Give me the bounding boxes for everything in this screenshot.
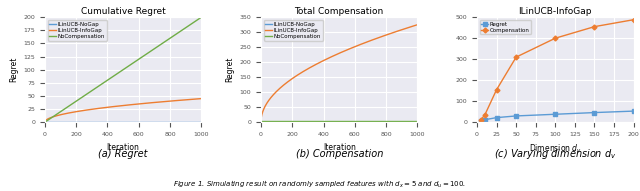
ILinUCB-NoGap bbox=[170, 121, 177, 123]
Regret bbox=[481, 119, 489, 121]
ILinUCB-InfoGap bbox=[413, 23, 421, 26]
ILinUCB-InfoGap bbox=[116, 105, 124, 107]
NoCompensation bbox=[332, 120, 340, 122]
ILinUCB-NoGap bbox=[350, 121, 358, 123]
X-axis label: Iteration: Iteration bbox=[323, 142, 356, 151]
Text: (b) Compensation: (b) Compensation bbox=[296, 149, 383, 159]
ILinUCB-InfoGap bbox=[257, 121, 265, 123]
Title: ILinUCB-InfoGap: ILinUCB-InfoGap bbox=[518, 7, 592, 16]
ILinUCB-InfoGap bbox=[194, 98, 202, 100]
X-axis label: Iteration: Iteration bbox=[107, 142, 140, 151]
Regret bbox=[493, 117, 500, 119]
ILinUCB-NoGap bbox=[116, 121, 124, 123]
ILinUCB-InfoGap bbox=[332, 54, 339, 56]
NoCompensation bbox=[115, 71, 123, 74]
Line: Compensation: Compensation bbox=[479, 18, 636, 121]
Line: Regret: Regret bbox=[479, 109, 636, 122]
X-axis label: Dimension $d_v$: Dimension $d_v$ bbox=[529, 142, 582, 155]
Legend: ILinUCB-NoGap, ILinUCB-InfoGap, NoCompensation: ILinUCB-NoGap, ILinUCB-InfoGap, NoCompen… bbox=[47, 20, 107, 40]
Line: NoCompensation: NoCompensation bbox=[45, 17, 202, 122]
ILinUCB-InfoGap bbox=[41, 121, 49, 123]
ILinUCB-InfoGap bbox=[125, 104, 133, 106]
Compensation bbox=[493, 88, 500, 91]
Compensation bbox=[552, 37, 559, 39]
ILinUCB-InfoGap bbox=[342, 49, 349, 52]
Line: ILinUCB-InfoGap: ILinUCB-InfoGap bbox=[45, 99, 202, 122]
ILinUCB-InfoGap bbox=[170, 100, 177, 102]
Title: Total Compensation: Total Compensation bbox=[294, 7, 384, 16]
NoCompensation bbox=[410, 120, 417, 122]
Compensation bbox=[630, 19, 637, 21]
ILinUCB-InfoGap bbox=[134, 103, 142, 105]
Title: Cumulative Regret: Cumulative Regret bbox=[81, 7, 166, 16]
NoCompensation bbox=[170, 35, 177, 37]
Text: Figure 1. Simulating result on randomly sampled features with $d_x = 5$ and $d_u: Figure 1. Simulating result on randomly … bbox=[173, 179, 467, 190]
NoCompensation bbox=[413, 120, 421, 122]
NoCompensation bbox=[257, 120, 265, 122]
Text: (a) Regret: (a) Regret bbox=[99, 149, 148, 159]
Text: (c) Varying dimension $d_v$: (c) Varying dimension $d_v$ bbox=[494, 147, 616, 161]
Legend: Regret, Compensation: Regret, Compensation bbox=[480, 20, 531, 34]
ILinUCB-NoGap bbox=[385, 121, 393, 123]
ILinUCB-NoGap bbox=[332, 121, 339, 123]
Regret bbox=[552, 113, 559, 115]
Compensation bbox=[591, 25, 598, 28]
Regret bbox=[512, 115, 520, 117]
ILinUCB-InfoGap bbox=[410, 25, 417, 27]
ILinUCB-NoGap bbox=[134, 121, 142, 123]
ILinUCB-NoGap bbox=[413, 121, 421, 123]
NoCompensation bbox=[194, 19, 202, 21]
ILinUCB-NoGap bbox=[194, 121, 202, 123]
NoCompensation bbox=[134, 59, 142, 61]
Legend: ILinUCB-NoGap, ILinUCB-InfoGap, NoCompensation: ILinUCB-NoGap, ILinUCB-InfoGap, NoCompen… bbox=[264, 20, 323, 40]
Compensation bbox=[512, 56, 520, 58]
Line: ILinUCB-InfoGap: ILinUCB-InfoGap bbox=[261, 25, 417, 122]
Y-axis label: Regret: Regret bbox=[225, 57, 234, 82]
ILinUCB-InfoGap bbox=[332, 53, 340, 56]
ILinUCB-NoGap bbox=[332, 121, 340, 123]
ILinUCB-NoGap bbox=[410, 121, 417, 123]
ILinUCB-InfoGap bbox=[385, 33, 393, 35]
Regret bbox=[591, 111, 598, 114]
Compensation bbox=[477, 119, 484, 121]
ILinUCB-NoGap bbox=[41, 121, 49, 123]
Compensation bbox=[481, 114, 489, 116]
NoCompensation bbox=[41, 121, 49, 123]
NoCompensation bbox=[198, 16, 205, 18]
ILinUCB-InfoGap bbox=[115, 105, 123, 107]
ILinUCB-InfoGap bbox=[198, 97, 205, 100]
NoCompensation bbox=[350, 120, 358, 122]
NoCompensation bbox=[116, 70, 124, 73]
NoCompensation bbox=[332, 120, 339, 122]
ILinUCB-InfoGap bbox=[350, 46, 358, 48]
ILinUCB-NoGap bbox=[115, 121, 123, 123]
NoCompensation bbox=[342, 120, 349, 122]
Regret bbox=[477, 119, 484, 122]
ILinUCB-NoGap bbox=[198, 121, 205, 123]
NoCompensation bbox=[125, 64, 133, 66]
Y-axis label: Regret: Regret bbox=[9, 57, 18, 82]
ILinUCB-NoGap bbox=[342, 121, 349, 123]
Regret bbox=[630, 110, 637, 112]
NoCompensation bbox=[385, 120, 393, 122]
ILinUCB-NoGap bbox=[125, 121, 133, 123]
ILinUCB-NoGap bbox=[257, 121, 265, 123]
